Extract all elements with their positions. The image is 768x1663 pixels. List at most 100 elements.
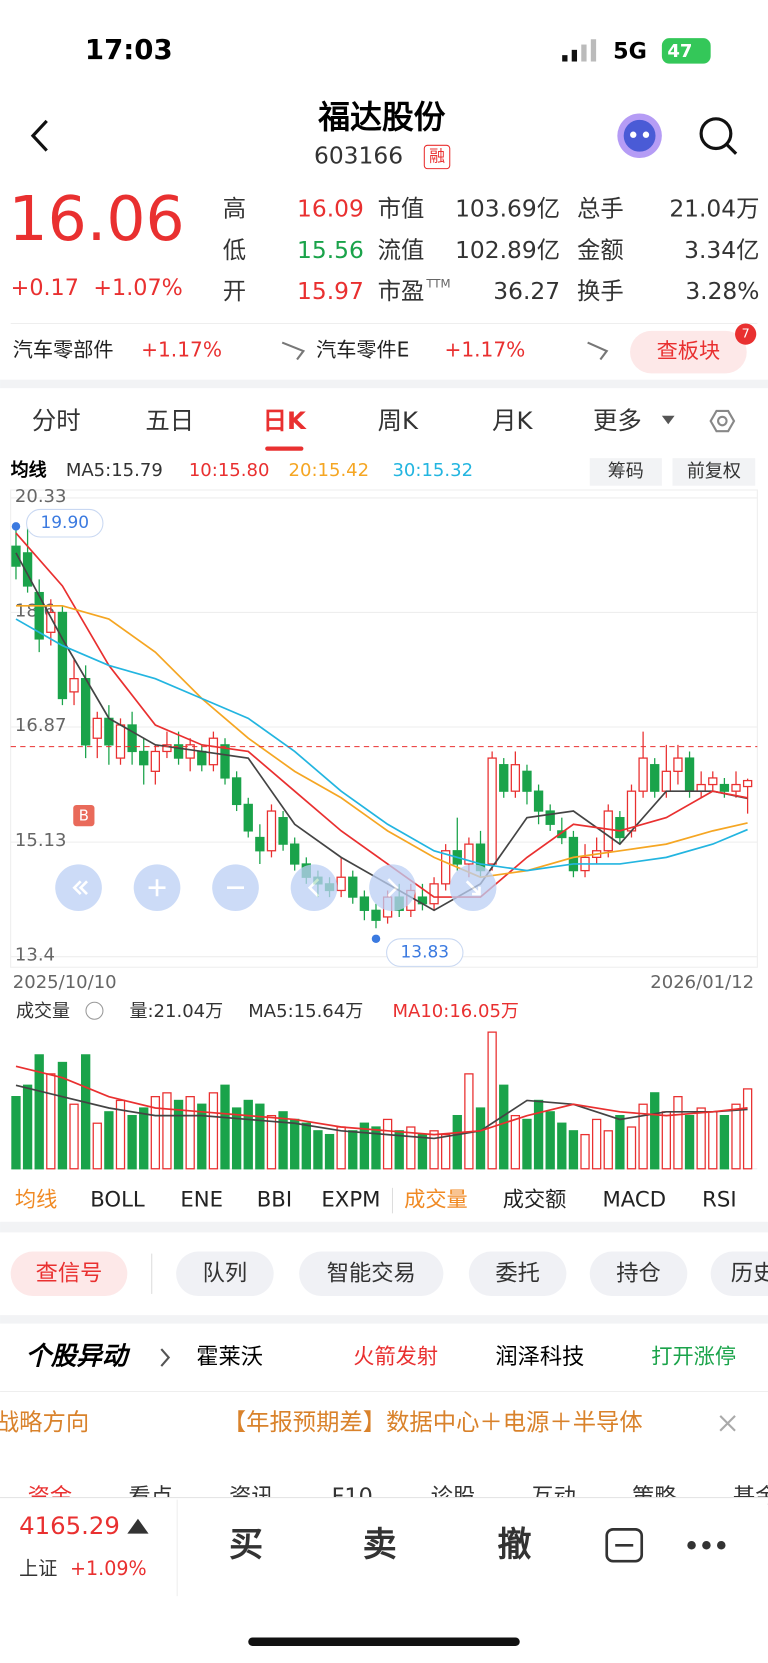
volume-bar xyxy=(417,1133,428,1170)
candle-body xyxy=(499,764,509,792)
action-chip[interactable] xyxy=(299,1251,444,1297)
chart-controls[interactable] xyxy=(55,864,497,912)
candle-body xyxy=(34,591,44,640)
news-stock[interactable]: 润泽科技 xyxy=(495,1344,584,1370)
action-chip[interactable] xyxy=(589,1251,688,1297)
indicators: 均线 BOLL ENE BBI EXPM 成交量 成交额 MACD RSI xyxy=(15,1188,737,1213)
tab[interactable]: 月K xyxy=(492,406,533,435)
chevron xyxy=(281,341,306,361)
candle-body xyxy=(336,876,346,892)
chip[interactable] xyxy=(589,458,662,486)
help[interactable] xyxy=(85,1001,104,1020)
y-tick-label: 13.4 xyxy=(15,945,55,966)
band xyxy=(0,1315,768,1324)
indicator-tab[interactable]: 均线 xyxy=(15,1188,57,1213)
candle-body xyxy=(441,850,451,885)
volume-bar xyxy=(313,1130,323,1170)
candle-body xyxy=(522,770,532,792)
sector-button[interactable] xyxy=(630,330,747,374)
sell[interactable]: 卖 xyxy=(363,1526,397,1565)
candle-body xyxy=(197,750,207,766)
volume-bar xyxy=(429,1130,439,1170)
volume-bar xyxy=(173,1099,184,1170)
price: 16.06 xyxy=(9,183,185,255)
indicator-tab[interactable]: ENE xyxy=(180,1188,223,1213)
minus-button[interactable] xyxy=(605,1528,644,1563)
action-chip[interactable] xyxy=(10,1251,128,1297)
indicator-tab[interactable]: RSI xyxy=(702,1188,736,1213)
close[interactable] xyxy=(719,1415,736,1432)
action-label: 查信号 xyxy=(36,1260,103,1286)
chip[interactable] xyxy=(672,458,756,486)
back[interactable] xyxy=(30,119,48,152)
indicator-tab[interactable]: MACD xyxy=(602,1188,666,1213)
volume-bar xyxy=(475,1107,486,1170)
tab[interactable]: 日K xyxy=(263,406,307,435)
action-chip[interactable] xyxy=(710,1251,768,1297)
candle-body xyxy=(80,678,91,746)
tab-underline xyxy=(265,446,304,451)
stat-sup: TTM xyxy=(425,277,450,291)
volume-bar xyxy=(661,1111,671,1170)
volume-bar xyxy=(684,1114,695,1170)
search[interactable] xyxy=(699,117,738,155)
low-dot xyxy=(371,934,381,944)
strategy-text[interactable]: 【年报预期差】数据中心＋电源＋半导体 xyxy=(223,1408,643,1436)
news-stock[interactable]: 霍莱沃 xyxy=(196,1344,263,1370)
candle-body xyxy=(22,552,33,587)
dropdown xyxy=(661,415,675,425)
more[interactable] xyxy=(687,1541,726,1550)
candle-body xyxy=(731,783,741,792)
stat-value: 16.09 xyxy=(297,194,364,222)
stat-value: 15.56 xyxy=(297,236,364,264)
volume-bar xyxy=(139,1107,149,1170)
candle-body xyxy=(278,817,288,845)
volume-bar xyxy=(127,1114,137,1170)
volume-bar xyxy=(452,1114,462,1170)
action-label: 委托 xyxy=(495,1260,540,1286)
volume-bar xyxy=(324,1133,335,1170)
stat-label: 总手 xyxy=(577,194,624,222)
sector-name[interactable]: 汽车零部件 xyxy=(13,338,114,362)
ma-line xyxy=(15,552,748,912)
end-date: 2026/01/12 xyxy=(650,972,754,993)
volume-bar xyxy=(46,1073,56,1170)
actions: 查信号 队列 智能交易 委托 持仓 历史 xyxy=(10,1251,768,1297)
low-label: 13.83 xyxy=(401,942,450,962)
indicator-tab[interactable]: BBI xyxy=(257,1188,292,1213)
volume-bar xyxy=(557,1122,567,1170)
candle-body xyxy=(615,817,625,839)
tab[interactable]: 五日 xyxy=(145,406,194,435)
candle-body xyxy=(185,744,195,759)
candle-body xyxy=(255,836,265,852)
change: +0.17 xyxy=(11,275,79,301)
candle-body xyxy=(708,777,718,786)
volume-ma-line xyxy=(15,1065,748,1136)
ai-icon[interactable] xyxy=(617,113,662,159)
chip-label: 筹码 xyxy=(608,461,644,482)
tab[interactable]: 分时 xyxy=(32,406,81,435)
band xyxy=(0,379,768,389)
volume-bar xyxy=(731,1103,741,1170)
buy[interactable]: 买 xyxy=(229,1526,263,1565)
indicator-tab[interactable]: 成交额 xyxy=(503,1188,567,1213)
candle-body xyxy=(173,744,184,759)
volume-bar xyxy=(231,1107,242,1170)
indicator-tab[interactable]: 成交量 xyxy=(404,1188,468,1213)
indicator-tab[interactable]: BOLL xyxy=(90,1188,145,1213)
indicator-tab[interactable]: EXPM xyxy=(321,1188,380,1213)
volume-bar xyxy=(208,1092,219,1170)
tab[interactable]: 更多 xyxy=(593,406,642,435)
action-chip[interactable] xyxy=(176,1251,274,1297)
settings[interactable] xyxy=(709,409,736,433)
network: 5G xyxy=(613,38,647,64)
cancel[interactable]: 撤 xyxy=(497,1526,531,1565)
change-pct: +1.07% xyxy=(93,275,182,301)
sector-name[interactable]: 汽车零件E xyxy=(316,338,409,362)
ma-value: 20:15.42 xyxy=(289,460,370,481)
news-tag: 打开涨停 xyxy=(651,1345,736,1370)
tab[interactable]: 周K xyxy=(378,406,419,435)
sector-button-label: 查板块 xyxy=(657,339,721,364)
candle-body xyxy=(104,717,114,746)
action-chip[interactable] xyxy=(468,1251,567,1297)
